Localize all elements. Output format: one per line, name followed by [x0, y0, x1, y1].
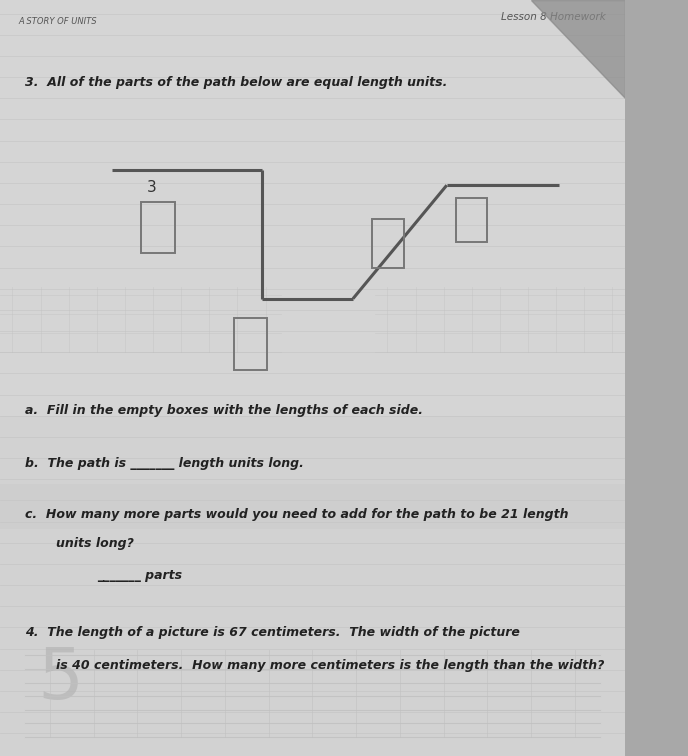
Text: 3.  All of the parts of the path below are equal length units.: 3. All of the parts of the path below ar… [25, 76, 447, 88]
Text: b.  The path is _______ length units long.: b. The path is _______ length units long… [25, 457, 304, 470]
Bar [235, 318, 267, 370]
Text: is 40 centimeters.  How many more centimeters is the length than the width?: is 40 centimeters. How many more centime… [56, 659, 605, 672]
Bar [456, 198, 487, 242]
Text: 5: 5 [37, 646, 84, 714]
Text: 3: 3 [147, 180, 157, 195]
Text: units long?: units long? [56, 537, 134, 550]
Text: _______ parts: _______ parts [97, 569, 182, 581]
Text: 4.  The length of a picture is 67 centimeters.  The width of the picture: 4. The length of a picture is 67 centime… [25, 626, 520, 639]
Bar [0, 0, 625, 416]
Polygon shape [531, 0, 625, 98]
Bar [0, 484, 625, 529]
Text: a.  Fill in the empty boxes with the lengths of each side.: a. Fill in the empty boxes with the leng… [25, 404, 423, 417]
Bar [372, 219, 405, 268]
Text: c.  How many more parts would you need to add for the path to be 21 length: c. How many more parts would you need to… [25, 508, 568, 521]
Text: Lesson 8 Homework: Lesson 8 Homework [502, 12, 606, 22]
Bar [140, 202, 175, 253]
Text: A STORY OF UNITS: A STORY OF UNITS [19, 17, 98, 26]
